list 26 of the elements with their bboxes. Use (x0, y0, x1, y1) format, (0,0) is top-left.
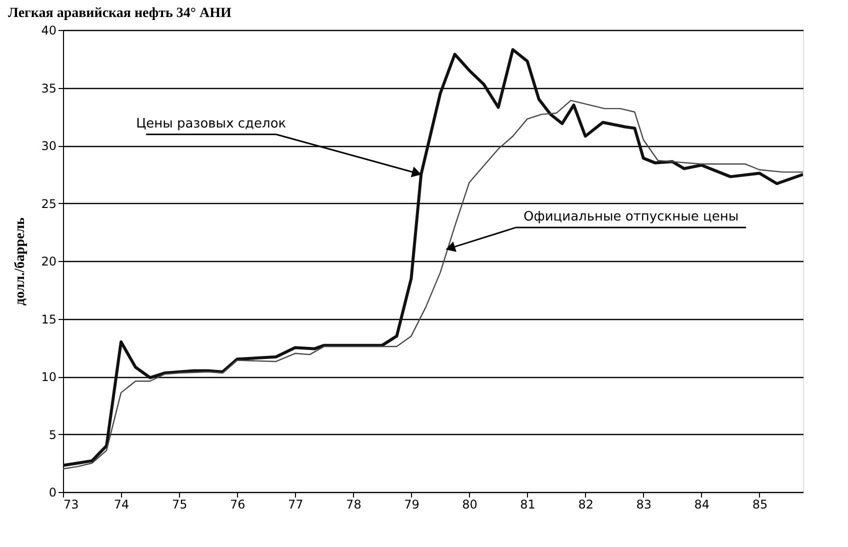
y-tick-label: 25 (41, 196, 56, 211)
y-tick-label: 20 (41, 254, 56, 268)
y-tick-label: 10 (41, 370, 56, 384)
annotation: Цены разовых сделок (136, 116, 286, 132)
y-axis-title: долл./баррель (13, 216, 28, 306)
x-tick-label: 82 (578, 498, 594, 512)
y-tick-label: 35 (41, 81, 56, 96)
x-tick-label: 83 (636, 498, 652, 512)
x-tick-label: 81 (520, 498, 536, 512)
y-tick-label: 40 (41, 24, 56, 38)
x-tick-label: 78 (346, 498, 362, 512)
y-tick-label: 5 (48, 428, 56, 442)
annotation: Официальные отпускные цены (523, 209, 739, 224)
x-tick-label: 73 (64, 498, 79, 512)
y-tick-label: 15 (41, 312, 56, 326)
x-tick-label: 79 (404, 498, 420, 512)
x-tick-label: 77 (288, 498, 304, 512)
x-tick-label: 74 (114, 498, 130, 512)
chart-title: Легкая аравийская нефть 34° АНИ (8, 6, 232, 21)
x-tick-label: 75 (172, 498, 188, 512)
x-tick-label: 80 (462, 498, 478, 512)
y-tick-label: 30 (41, 139, 56, 153)
y-tick-label: 0 (48, 486, 56, 500)
x-tick-label: 84 (694, 498, 710, 512)
x-tick-label: 76 (230, 498, 246, 512)
x-tick-label: 85 (752, 498, 768, 512)
